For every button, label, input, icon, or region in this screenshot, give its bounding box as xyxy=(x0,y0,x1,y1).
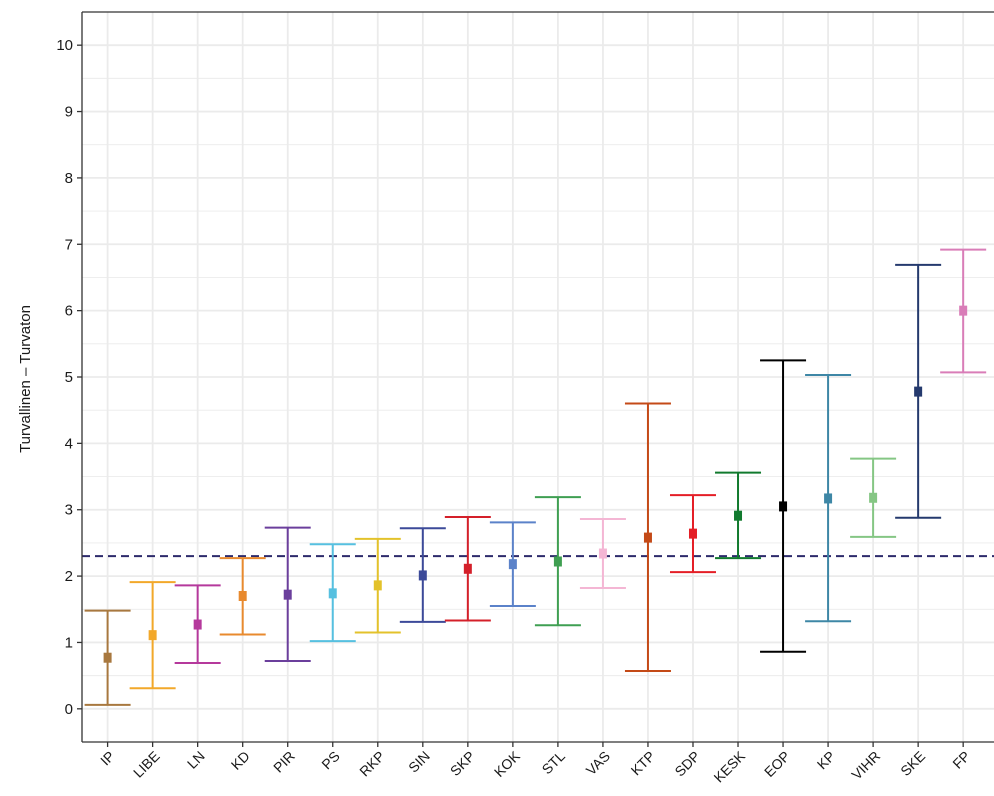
error-bar-sin xyxy=(399,527,446,623)
error-bar-ip xyxy=(84,609,131,706)
mean-point xyxy=(688,528,697,539)
y-axis-ticks: 0 1 2 3 4 5 6 7 8 9 10 xyxy=(56,37,82,718)
error-bar-ktp xyxy=(624,402,671,672)
mean-point xyxy=(238,591,247,601)
mean-point xyxy=(463,563,472,574)
error-bar-ske xyxy=(895,263,942,519)
y-tick-label: 9 xyxy=(65,104,73,121)
y-tick-label: 7 xyxy=(65,236,73,253)
mean-point xyxy=(779,501,788,512)
y-tick-label: 0 xyxy=(65,701,73,718)
error-bar-fp xyxy=(940,248,987,374)
error-bar-pir xyxy=(264,526,311,663)
error-bars xyxy=(84,248,987,706)
mean-point xyxy=(869,492,878,503)
mean-point xyxy=(193,619,202,630)
error-bar-eop xyxy=(760,359,807,653)
mean-point xyxy=(914,386,923,397)
error-bar-skp xyxy=(444,516,491,622)
mean-point xyxy=(103,652,112,663)
mean-point xyxy=(283,589,292,600)
y-tick-label: 10 xyxy=(56,37,73,54)
error-bar-libe xyxy=(129,581,176,690)
y-tick-label: 3 xyxy=(65,502,73,519)
mean-point xyxy=(734,510,743,521)
mean-point xyxy=(959,305,968,316)
mean-point xyxy=(824,493,833,504)
error-bar-ln xyxy=(174,584,221,665)
y-tick-label: 8 xyxy=(65,170,73,187)
y-tick-label: 6 xyxy=(65,303,73,320)
y-tick-label: 2 xyxy=(65,568,73,585)
error-bar-ps xyxy=(309,543,356,643)
mean-point xyxy=(508,559,517,570)
error-bar-kok xyxy=(489,521,536,607)
y-tick-label: 4 xyxy=(65,435,73,452)
mean-point xyxy=(328,588,337,599)
mean-point xyxy=(553,556,562,567)
y-tick-label: 1 xyxy=(65,634,73,651)
error-bar-vihr xyxy=(850,457,897,538)
error-bar-sdp xyxy=(669,494,716,574)
mean-point xyxy=(643,532,652,543)
error-bar-vas xyxy=(579,518,626,590)
error-bar-kp xyxy=(805,374,852,623)
error-bar-rkp xyxy=(354,537,401,634)
mean-point xyxy=(373,580,382,591)
mean-point xyxy=(148,630,157,641)
mean-point xyxy=(418,570,427,581)
error-bar-kd xyxy=(219,557,266,636)
error-bar-kesk xyxy=(715,471,762,560)
error-bar-stl xyxy=(534,496,581,627)
y-axis-label: Turvallinen – Turvaton xyxy=(17,305,34,453)
y-tick-label: 5 xyxy=(65,369,73,386)
mean-point xyxy=(598,548,607,559)
